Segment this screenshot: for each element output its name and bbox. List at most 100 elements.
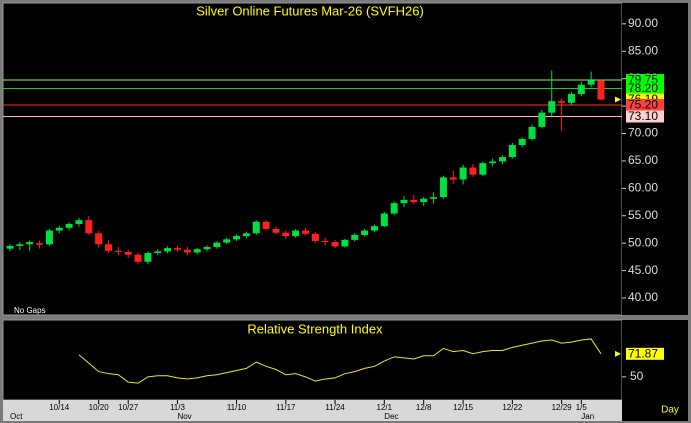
price-axis <box>622 3 688 315</box>
candle-body <box>567 94 575 103</box>
month-label: Dec <box>384 412 398 421</box>
y-tick-label: 65.00 <box>628 153 658 167</box>
candle-body <box>105 244 112 251</box>
chart-title: Silver Online Futures Mar-26 (SVFH26) <box>196 3 424 18</box>
candle-body <box>400 199 408 204</box>
x-tick-label: 11/24 <box>325 403 345 412</box>
candle-body <box>144 253 152 262</box>
x-tick-label: 12/22 <box>502 403 523 412</box>
candle-body <box>479 163 487 175</box>
level-label: 78.20 <box>628 81 658 95</box>
candle-body <box>213 242 221 248</box>
candle-body <box>114 250 122 252</box>
candle-body <box>489 161 497 164</box>
candle-body <box>390 203 398 214</box>
candle-body <box>410 199 418 203</box>
candle-body <box>577 84 585 95</box>
candle-body <box>361 230 369 235</box>
candle-body <box>26 242 34 245</box>
candle-body <box>518 138 526 146</box>
candle-body <box>548 101 556 113</box>
x-tick-label: 11/3 <box>170 403 186 412</box>
candle-body <box>75 220 83 224</box>
candle-body <box>587 80 595 85</box>
candle-body <box>302 230 309 234</box>
x-tick-label: 12/8 <box>416 403 432 412</box>
candle-body <box>331 242 339 247</box>
candle-body <box>193 249 201 253</box>
candle-body <box>292 230 300 237</box>
price-panel <box>2 2 623 316</box>
x-tick-label: 10/27 <box>118 403 139 412</box>
candle-body <box>95 233 103 245</box>
candle-body <box>124 251 132 255</box>
candle-body <box>134 254 142 262</box>
y-tick-label: 55.00 <box>628 208 658 222</box>
candle-body <box>558 101 566 103</box>
candle-body <box>85 220 93 234</box>
candle-body <box>65 223 73 228</box>
candle-body <box>282 232 290 237</box>
candle-body <box>430 197 438 199</box>
candle-body <box>508 145 516 158</box>
candle-body <box>242 233 250 237</box>
candle-body <box>420 198 428 203</box>
x-tick-label: 12/1 <box>377 403 393 412</box>
candle-body <box>173 248 181 250</box>
month-label: Jan <box>581 412 594 421</box>
candle-body <box>321 240 329 243</box>
x-tick-label: 11/10 <box>227 403 247 412</box>
level-box <box>626 110 664 123</box>
candle-body <box>351 234 359 240</box>
annotation: No Gaps <box>14 306 46 315</box>
level-marker <box>615 96 621 103</box>
candle-body <box>164 248 172 252</box>
candle-body <box>45 230 53 245</box>
candle-body <box>55 227 63 231</box>
rsi-axis <box>622 320 688 400</box>
candle-body <box>370 226 378 231</box>
level-label: 73.10 <box>628 109 658 123</box>
y-tick-label: 70.00 <box>628 126 658 140</box>
candle-body <box>272 228 280 233</box>
level-box <box>626 82 664 95</box>
candle-body <box>597 80 605 100</box>
date-axis <box>3 400 622 421</box>
month-label: Nov <box>177 412 191 421</box>
axis-corner <box>622 400 688 421</box>
y-tick-label: 50.00 <box>628 235 658 249</box>
rsi-line <box>78 338 602 384</box>
value-box <box>626 347 664 360</box>
candle-body <box>223 239 231 243</box>
x-axis-label: Day <box>661 405 679 416</box>
candle-body <box>6 245 14 249</box>
candle-body <box>252 221 260 234</box>
candle-body <box>469 167 477 175</box>
candle-body <box>528 126 536 139</box>
level-box <box>626 98 664 111</box>
candle-body <box>538 112 546 127</box>
x-tick-label: 10/14 <box>49 403 70 412</box>
y-tick-label: 90.00 <box>628 16 658 30</box>
candle-body <box>262 221 270 229</box>
y-tick-label: 60.00 <box>628 181 658 195</box>
candle-body <box>183 249 191 253</box>
level-label: 75.20 <box>628 98 658 112</box>
candle-body <box>36 243 44 245</box>
candle-body <box>203 247 211 250</box>
x-tick-label: 11/17 <box>276 403 296 412</box>
month-label: Oct <box>10 412 23 421</box>
x-tick-label: 10/20 <box>89 403 110 412</box>
y-tick-label: 50 <box>630 369 644 383</box>
candle-body <box>341 239 349 247</box>
candle-body <box>233 236 241 240</box>
x-tick-label: 12/15 <box>453 403 474 412</box>
rsi-title: Relative Strength Index <box>247 321 383 336</box>
candle-body <box>154 251 162 254</box>
candle-body <box>16 244 24 246</box>
value-label: 71.87 <box>628 346 658 360</box>
candle-body <box>380 213 388 227</box>
candle-body <box>449 177 457 180</box>
